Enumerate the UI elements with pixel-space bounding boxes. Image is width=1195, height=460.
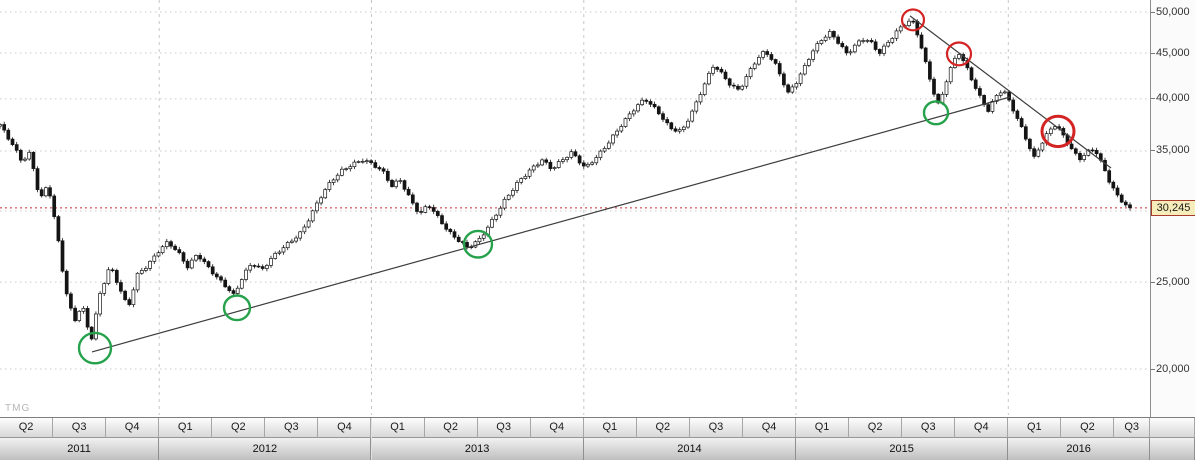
quarter-label-q2: Q2 bbox=[424, 418, 478, 438]
quarter-label-q4: Q4 bbox=[318, 418, 372, 438]
year-label-2013: 2013 bbox=[371, 438, 584, 460]
price-axis[interactable]: 30,245 50,00045,00040,00035,00030,00025,… bbox=[1150, 0, 1195, 417]
lower-high-2016-circle bbox=[1040, 114, 1076, 149]
quarter-label-q3: Q3 bbox=[53, 418, 107, 438]
price-axis-tick bbox=[1151, 52, 1155, 54]
higher-low-2012-circle bbox=[222, 294, 252, 322]
price-axis-label: 40,000 bbox=[1156, 92, 1190, 105]
candlestick-chart[interactable] bbox=[0, 0, 1150, 417]
price-axis-label: 25,000 bbox=[1156, 275, 1190, 288]
quarter-label-q2: Q2 bbox=[849, 418, 903, 438]
quarter-label-q3: Q3 bbox=[902, 418, 956, 438]
price-axis-label: 35,000 bbox=[1156, 144, 1190, 157]
year-label-2011: 2011 bbox=[0, 438, 160, 460]
year-label-2012: 2012 bbox=[159, 438, 372, 460]
quarter-label-q1: Q1 bbox=[371, 418, 425, 438]
quarter-label-q4: Q4 bbox=[743, 418, 797, 438]
quarter-label-q2: Q2 bbox=[0, 418, 54, 438]
quarter-label-q1: Q1 bbox=[1008, 418, 1062, 438]
year-filler bbox=[1150, 438, 1195, 460]
quarter-label-q3: Q3 bbox=[689, 418, 743, 438]
price-axis-tick bbox=[1151, 281, 1155, 283]
higher-low-2013-circle bbox=[462, 229, 494, 259]
price-axis-tick bbox=[1151, 368, 1155, 370]
price-axis-tick bbox=[1151, 150, 1155, 152]
plot-host[interactable] bbox=[0, 0, 1150, 417]
higher-low-2011-circle bbox=[77, 331, 113, 365]
quarter-label-q4: Q4 bbox=[955, 418, 1009, 438]
watermark: TMG bbox=[5, 403, 31, 414]
year-label-2014: 2014 bbox=[583, 438, 797, 460]
quarter-label-q3: Q3 bbox=[477, 418, 531, 438]
quarter-label-q2: Q2 bbox=[1061, 418, 1115, 438]
quarter-label-q3: Q3 bbox=[265, 418, 319, 438]
quarter-label-q1: Q1 bbox=[796, 418, 850, 438]
year-label-2015: 2015 bbox=[796, 438, 1009, 460]
year-label-2016: 2016 bbox=[1008, 438, 1150, 460]
year-row: 2011 2012 2013 2014 2015 2016 bbox=[0, 438, 1195, 460]
price-axis-label: 50,000 bbox=[1156, 5, 1190, 18]
quarter-label-q2: Q2 bbox=[636, 418, 690, 438]
quarter-label-q1: Q1 bbox=[583, 418, 637, 438]
quarter-label-q1: Q1 bbox=[159, 418, 213, 438]
price-axis-label: 20,000 bbox=[1156, 362, 1190, 375]
quarter-row: Q2 Q3 Q4 Q1 Q2 Q3 Q4 Q1 Q2 Q3 Q4 Q1 Q2 Q3 Q4 Q1 Q2 Q3 Q4 Q1… bbox=[0, 418, 1195, 438]
quarter-label-q4: Q4 bbox=[530, 418, 584, 438]
quarter-filler bbox=[1150, 418, 1195, 438]
ascending-support-trendline bbox=[91, 96, 1011, 353]
time-axis[interactable]: Q2 Q3 Q4 Q1 Q2 Q3 Q4 Q1 Q2 Q3 Q4 Q1 Q2 Q3 Q4 Q1 Q2 Q3 Q4 Q1… bbox=[0, 417, 1195, 460]
lower-high-2015-circle bbox=[945, 41, 973, 67]
quarter-label-q4: Q4 bbox=[106, 418, 160, 438]
price-axis-label: 45,000 bbox=[1156, 46, 1190, 59]
price-axis-tick bbox=[1151, 98, 1155, 100]
plot-area[interactable]: TMG bbox=[0, 0, 1150, 417]
trendline-retest-2015-circle bbox=[922, 100, 950, 126]
peak-2015-circle bbox=[900, 8, 926, 32]
quarter-label-q2: Q2 bbox=[212, 418, 266, 438]
price-axis-tick bbox=[1151, 11, 1155, 13]
quarter-label-q3: Q3 bbox=[1114, 418, 1150, 438]
last-price-badge: 30,245 bbox=[1151, 199, 1195, 216]
descending-resistance-trendline bbox=[909, 15, 1112, 169]
